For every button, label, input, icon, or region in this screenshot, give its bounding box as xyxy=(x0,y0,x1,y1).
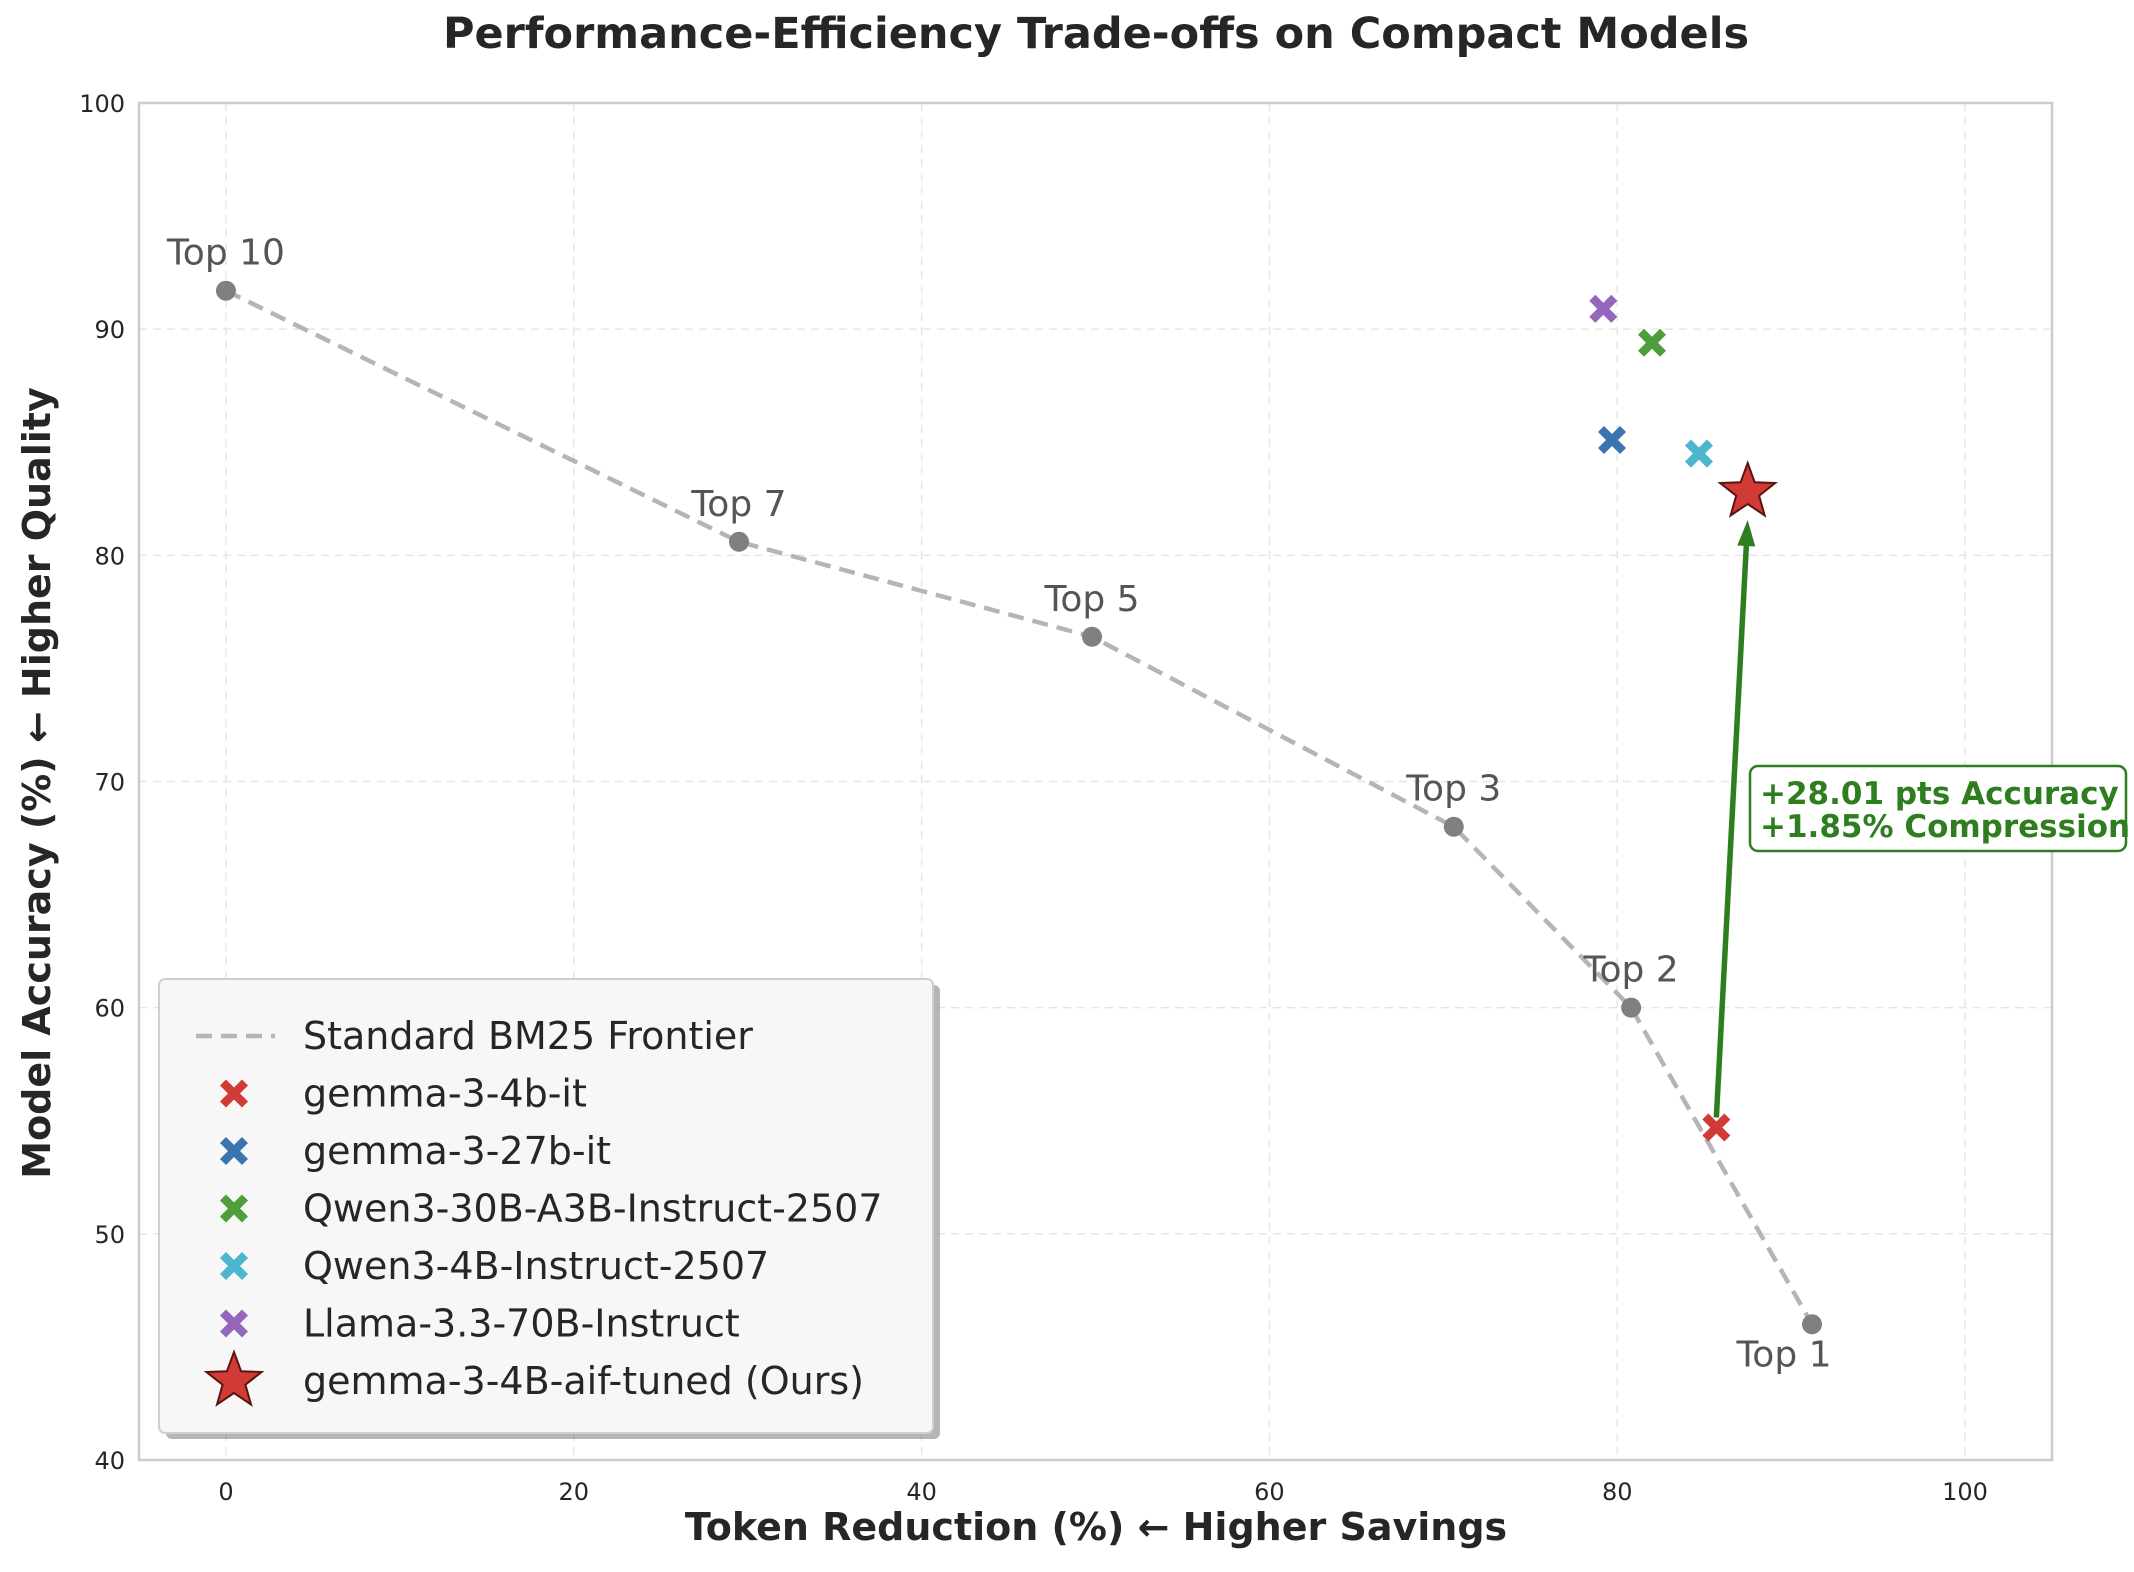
annotation-arrow-head xyxy=(1737,520,1756,547)
chart-title: Performance-Efficiency Trade-offs on Com… xyxy=(443,9,1749,59)
y-tick-label: 40 xyxy=(94,1447,125,1475)
frontier-point xyxy=(1443,816,1464,837)
frontier-point xyxy=(1802,1314,1823,1335)
frontier-point-label: Top 5 xyxy=(1043,579,1139,620)
y-tick-label: 60 xyxy=(94,995,125,1023)
legend-star-swatch xyxy=(203,1349,265,1407)
annotation-text: +28.01 pts Accuracy xyxy=(1760,776,2119,812)
legend-x-swatch xyxy=(219,1079,249,1108)
legend-label: Qwen3-4B-Instruct-2507 xyxy=(303,1244,769,1288)
x-axis-title: Token Reduction (%) ← Higher Savings xyxy=(685,1505,1507,1549)
frontier-point xyxy=(1082,626,1103,647)
model-markers xyxy=(1589,294,1778,1142)
frontier-point xyxy=(728,531,749,552)
improvement-annotation: +28.01 pts Accuracy+1.85% Compression xyxy=(1713,520,2130,1118)
axis-ticks: 0 20 40 60 80 100 40 50 60 70 80 90 100 xyxy=(79,90,1988,1506)
model-x-marker xyxy=(1638,328,1667,357)
model-x-marker xyxy=(1684,439,1713,468)
x-tick-label: 100 xyxy=(1942,1478,1988,1506)
legend-label: Llama-3.3-70B-Instruct xyxy=(303,1302,740,1346)
frontier-line xyxy=(224,288,1814,1326)
frontier-point xyxy=(215,280,236,301)
frontier-point xyxy=(1621,997,1642,1018)
frontier-point-label: Top 2 xyxy=(1583,950,1679,991)
frontier-series: Top 10 Top 7 Top 5 Top 3 Top 2 Top 1 xyxy=(166,233,1832,1376)
model-x-marker xyxy=(1589,294,1618,323)
x-tick-label: 40 xyxy=(906,1478,937,1506)
legend-x-swatch xyxy=(219,1194,249,1223)
y-axis-title: Model Accuracy (%) ← Higher Quality xyxy=(15,387,59,1179)
x-tick-label: 0 xyxy=(218,1478,233,1506)
y-tick-label: 90 xyxy=(94,316,125,344)
legend-x-swatch xyxy=(219,1136,249,1166)
annotation-box xyxy=(1748,764,2128,853)
legend-box xyxy=(158,978,934,1434)
model-x-marker xyxy=(1598,425,1627,454)
x-tick-label: 20 xyxy=(558,1478,589,1506)
annotation-arrow-shaft xyxy=(1713,545,1750,1118)
model-star-marker xyxy=(1717,460,1778,518)
y-tick-label: 50 xyxy=(94,1221,125,1249)
frontier-point-label: Top 1 xyxy=(1735,1334,1831,1375)
legend-label: Qwen3-30B-A3B-Instruct-2507 xyxy=(303,1187,883,1231)
legend-label: gemma-3-27b-it xyxy=(303,1129,611,1173)
annotation-text: +1.85% Compression xyxy=(1760,809,2130,845)
x-tick-label: 80 xyxy=(1602,1478,1633,1506)
x-tick-label: 60 xyxy=(1254,1478,1285,1506)
frontier-point-label: Top 7 xyxy=(690,484,786,525)
legend: Standard BM25 Frontier gemma-3-4b-it gemma… xyxy=(158,978,940,1439)
model-x-marker xyxy=(1702,1113,1731,1142)
frontier-point-label: Top 10 xyxy=(166,233,285,274)
y-tick-label: 70 xyxy=(94,769,125,797)
legend-label: gemma-3-4B-aif-tuned (Ours) xyxy=(303,1359,864,1403)
y-tick-label: 100 xyxy=(79,90,125,118)
legend-x-swatch xyxy=(219,1251,249,1281)
grid-lines xyxy=(137,101,2054,1462)
legend-label: gemma-3-4b-it xyxy=(303,1072,587,1116)
frontier-point-label: Top 3 xyxy=(1405,769,1501,810)
legend-label: Standard BM25 Frontier xyxy=(303,1014,753,1058)
legend-x-swatch xyxy=(219,1309,249,1338)
y-tick-label: 80 xyxy=(94,542,125,570)
